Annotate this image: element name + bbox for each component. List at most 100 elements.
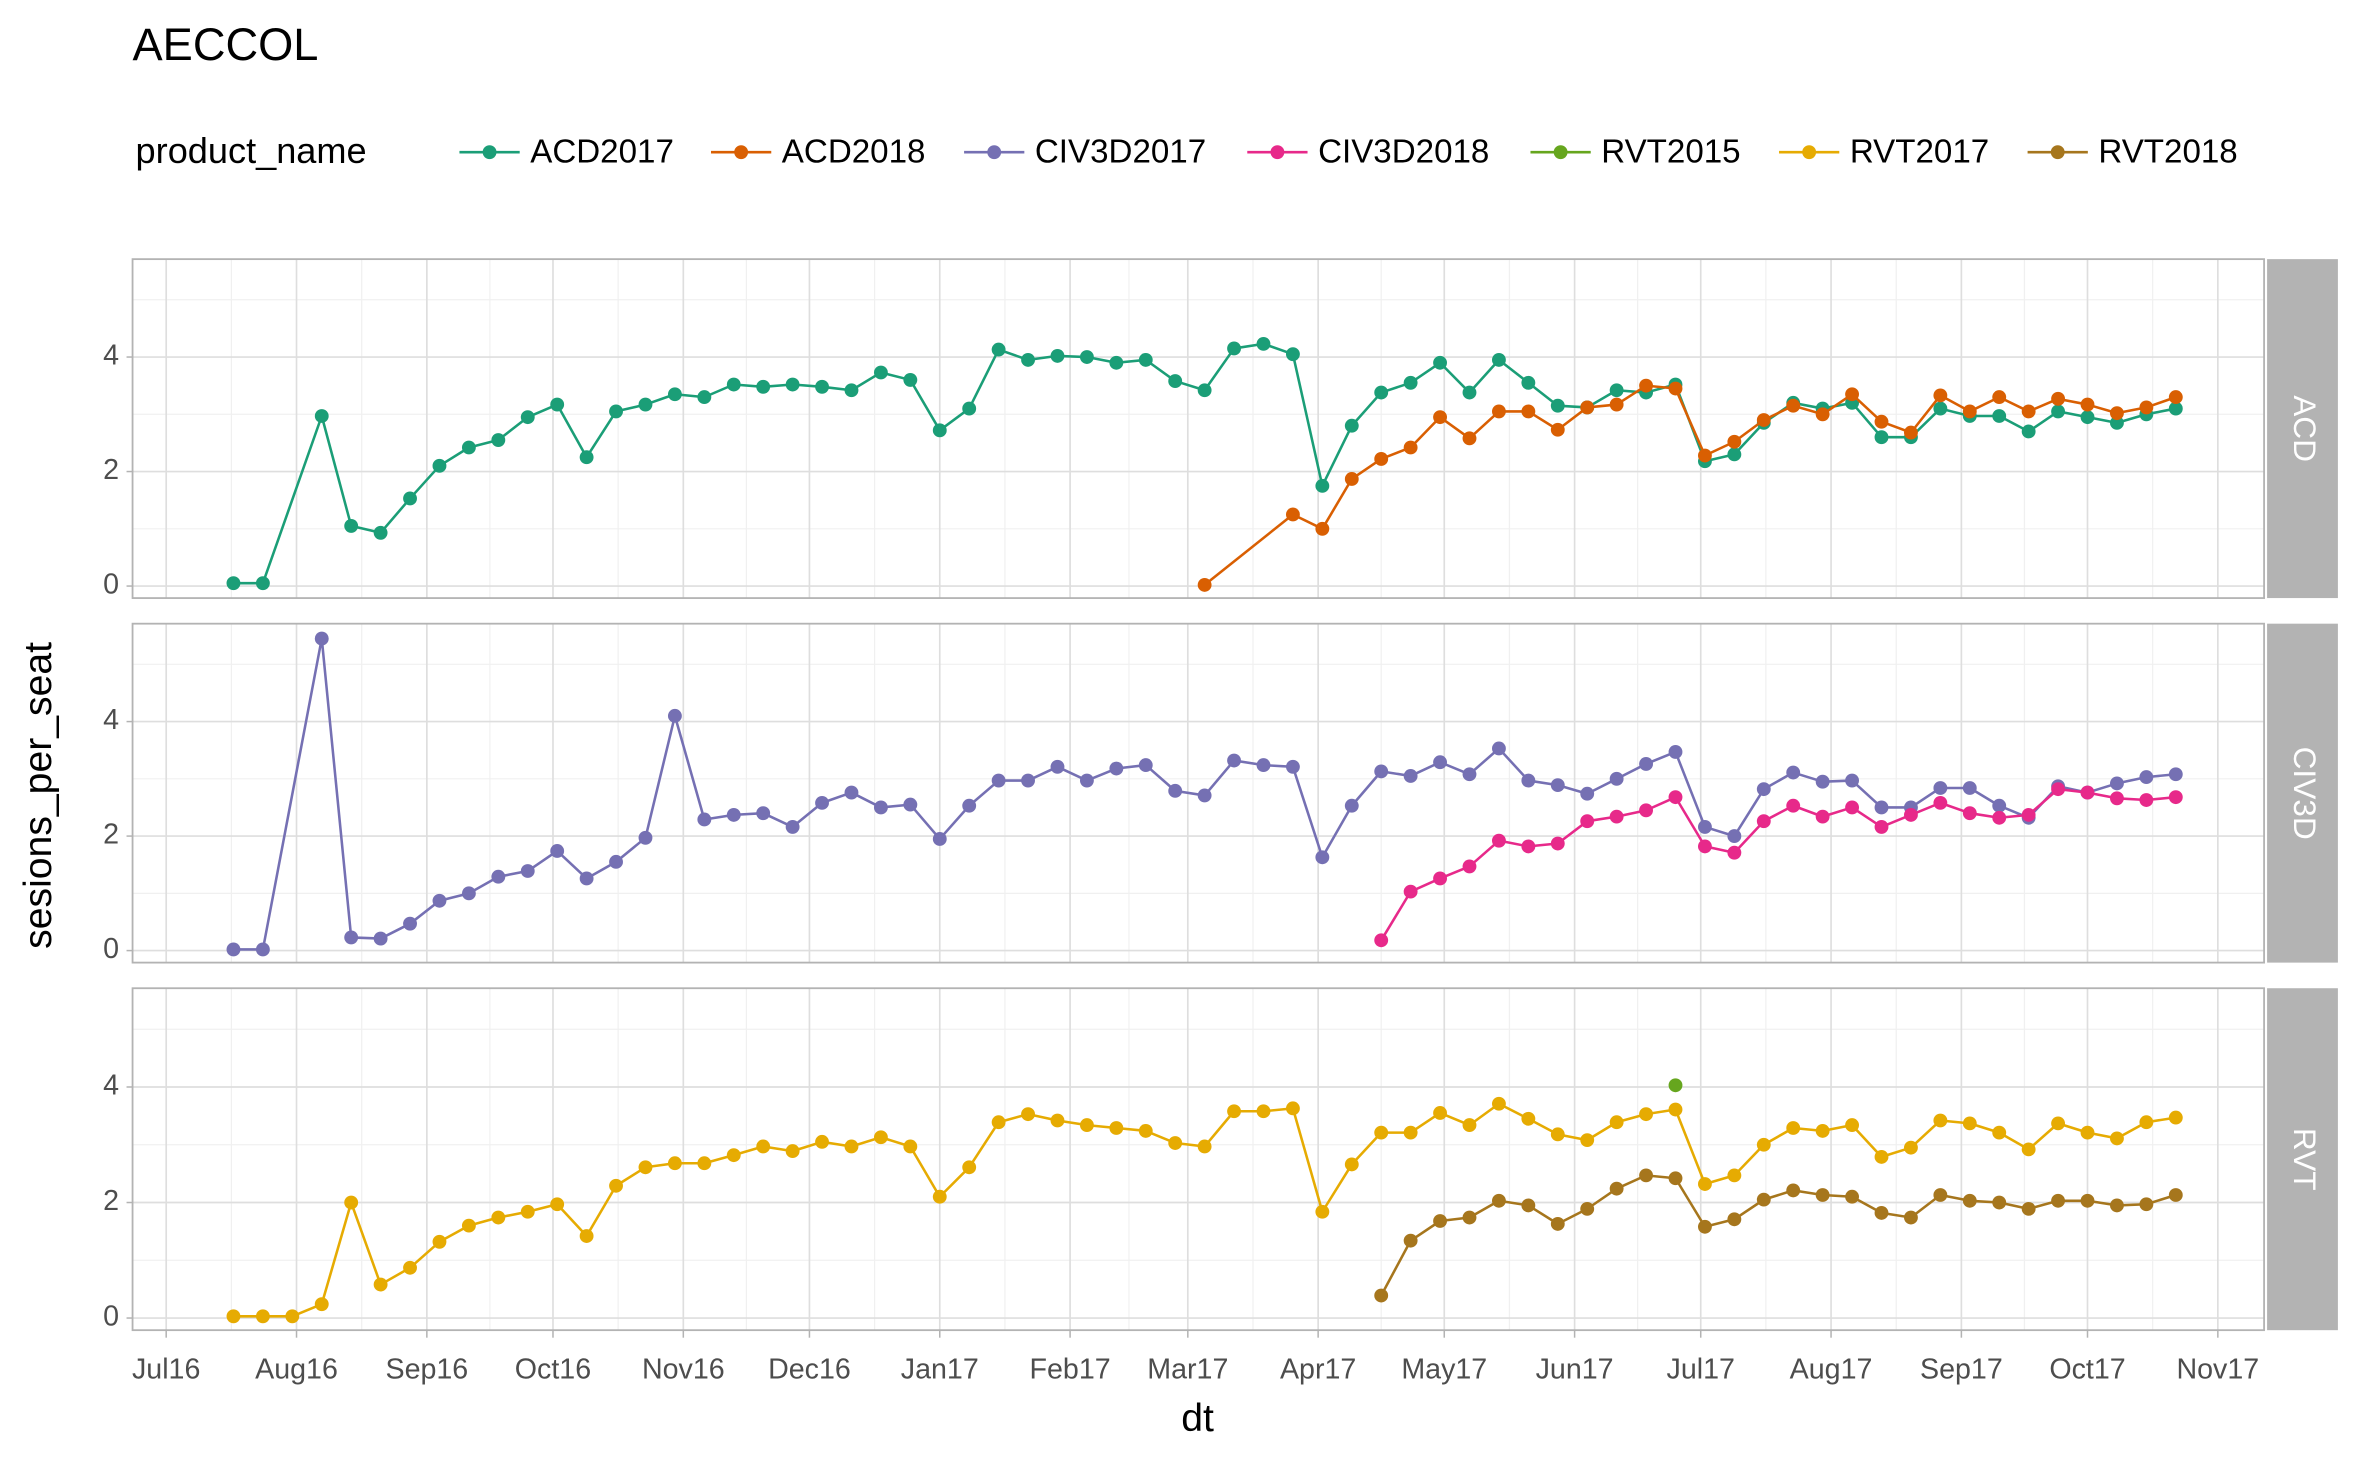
data-point bbox=[579, 871, 594, 886]
data-point bbox=[1727, 447, 1742, 462]
data-point bbox=[1904, 1140, 1918, 1155]
data-point bbox=[1815, 1123, 1830, 1138]
x-tick-label: Mar17 bbox=[1147, 1353, 1228, 1385]
data-point bbox=[1845, 1118, 1860, 1133]
data-point bbox=[1962, 1193, 1977, 1208]
y-tick-label: 4 bbox=[103, 340, 119, 372]
data-point bbox=[1845, 1189, 1860, 1204]
x-tick-label: Sep16 bbox=[385, 1353, 468, 1385]
data-point bbox=[1727, 434, 1742, 449]
data-point bbox=[403, 1260, 417, 1275]
data-point bbox=[1344, 798, 1359, 813]
data-point bbox=[726, 1148, 741, 1163]
data-point bbox=[2080, 397, 2095, 412]
data-point bbox=[1933, 1113, 1948, 1128]
data-point bbox=[1550, 836, 1565, 851]
legend-key-point bbox=[1553, 145, 1568, 160]
data-point bbox=[1462, 1118, 1477, 1133]
data-point bbox=[461, 440, 476, 455]
data-point bbox=[1050, 759, 1065, 774]
data-point bbox=[1491, 1096, 1506, 1111]
data-point bbox=[932, 832, 947, 846]
data-point bbox=[873, 1130, 888, 1145]
data-point bbox=[1227, 1104, 1241, 1119]
data-point bbox=[491, 869, 506, 884]
data-point bbox=[1550, 1127, 1565, 1142]
legend-label: CIV3D2017 bbox=[1035, 133, 1206, 170]
data-point bbox=[962, 1160, 977, 1175]
data-point bbox=[1756, 782, 1771, 797]
data-point bbox=[1109, 761, 1124, 776]
y-tick-label: 4 bbox=[103, 1070, 119, 1102]
data-point bbox=[815, 1134, 829, 1149]
data-point bbox=[2110, 1198, 2124, 1213]
data-point bbox=[1962, 781, 1977, 795]
data-point bbox=[1227, 341, 1241, 356]
data-point bbox=[1197, 1139, 1212, 1154]
data-point bbox=[1756, 1192, 1771, 1207]
data-point bbox=[1786, 765, 1801, 780]
data-point bbox=[2051, 1193, 2066, 1208]
x-tick-label: Jul16 bbox=[132, 1353, 200, 1385]
data-point bbox=[1138, 758, 1153, 773]
data-point bbox=[1168, 374, 1183, 389]
data-point bbox=[2080, 1193, 2095, 1208]
data-point bbox=[2168, 390, 2183, 405]
x-tick-label: Nov17 bbox=[2176, 1353, 2259, 1385]
data-point bbox=[1197, 383, 1212, 398]
data-point bbox=[1668, 790, 1683, 805]
data-point bbox=[1168, 783, 1183, 798]
data-point bbox=[491, 433, 506, 447]
legend-key-point bbox=[734, 145, 749, 160]
y-tick-label: 0 bbox=[103, 1301, 119, 1333]
data-point bbox=[1874, 819, 1889, 834]
data-point bbox=[726, 377, 741, 392]
data-point bbox=[932, 423, 947, 438]
x-tick-label: Oct17 bbox=[2049, 1353, 2125, 1385]
data-point bbox=[1433, 410, 1447, 425]
facet-strip bbox=[2267, 623, 2338, 963]
data-point bbox=[873, 800, 888, 815]
data-point bbox=[226, 576, 241, 591]
facet-label: ACD bbox=[2287, 395, 2323, 462]
data-point bbox=[932, 1189, 947, 1204]
data-point bbox=[1315, 478, 1330, 493]
data-point bbox=[1285, 759, 1300, 774]
data-point bbox=[609, 1178, 623, 1193]
data-point bbox=[1609, 383, 1624, 398]
data-point bbox=[2168, 401, 2183, 416]
data-point bbox=[1521, 839, 1536, 854]
data-point bbox=[1374, 764, 1389, 779]
data-point bbox=[2021, 1201, 2036, 1216]
data-point bbox=[2051, 1116, 2066, 1131]
legend-title: product_name bbox=[136, 130, 367, 171]
data-point bbox=[2139, 793, 2154, 807]
data-point bbox=[1462, 767, 1477, 782]
x-tick-label: Dec16 bbox=[768, 1353, 851, 1385]
data-point bbox=[2139, 1115, 2154, 1130]
data-point bbox=[844, 785, 859, 800]
x-tick-label: May17 bbox=[1401, 1353, 1487, 1385]
data-point bbox=[1550, 778, 1565, 793]
x-tick-label: Nov16 bbox=[642, 1353, 725, 1385]
data-point bbox=[1874, 800, 1889, 815]
data-point bbox=[1285, 507, 1300, 522]
data-point bbox=[1992, 810, 2007, 825]
data-point bbox=[1403, 769, 1418, 783]
data-point bbox=[1815, 1188, 1830, 1202]
data-point bbox=[1962, 806, 1977, 821]
data-point bbox=[1992, 1125, 2007, 1140]
data-point bbox=[1874, 1149, 1889, 1164]
data-point bbox=[1433, 871, 1447, 886]
data-point bbox=[1756, 413, 1771, 427]
data-point bbox=[2051, 404, 2066, 419]
series-line bbox=[1380, 787, 2176, 941]
data-point bbox=[667, 387, 682, 402]
data-point bbox=[1521, 1111, 1536, 1126]
data-point bbox=[1609, 1181, 1624, 1196]
facet-label: CIV3D bbox=[2287, 747, 2323, 840]
y-tick-label: 2 bbox=[103, 454, 119, 486]
data-point bbox=[1138, 352, 1153, 367]
legend-label: ACD2017 bbox=[530, 133, 674, 170]
legend-key-point bbox=[482, 145, 497, 160]
